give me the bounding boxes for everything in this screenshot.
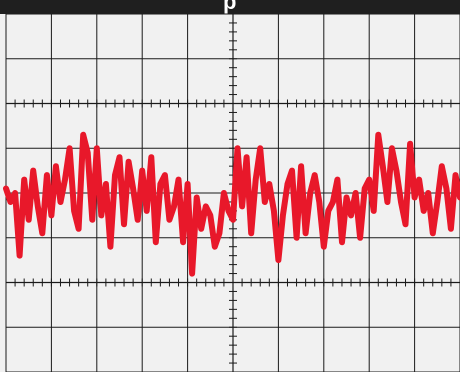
- trace-layer: [3, 131, 460, 277]
- chart-title: p: [223, 0, 237, 14]
- graticule: [5, 13, 460, 372]
- title-bar: p: [0, 0, 460, 14]
- signal-trace: [3, 131, 460, 277]
